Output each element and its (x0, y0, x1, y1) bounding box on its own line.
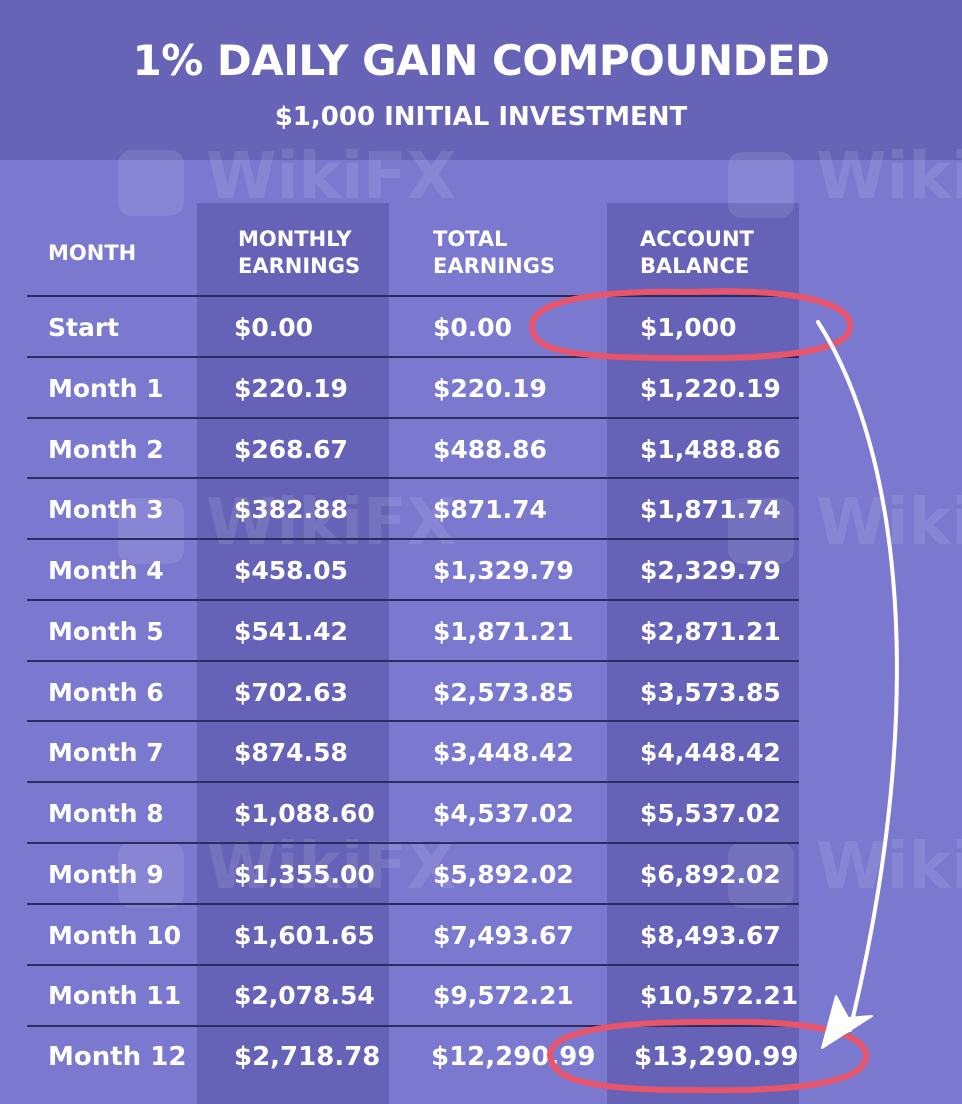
cell-month: Start (48, 313, 120, 342)
watermark-logo-icon (118, 150, 184, 216)
row-divider (27, 538, 799, 540)
column-header-month: MONTH (48, 241, 137, 265)
cell-monthly-earnings: $268.67 (234, 435, 348, 464)
cell-monthly-earnings: $1,601.65 (234, 921, 375, 950)
row-divider (27, 964, 799, 966)
row-divider (27, 842, 799, 844)
cell-total-earnings: $2,573.85 (433, 678, 574, 707)
cell-month: Month 1 (48, 374, 164, 403)
cell-total-earnings: $220.19 (433, 374, 547, 403)
cell-total-earnings: $9,572.21 (433, 981, 574, 1010)
cell-month: Month 8 (48, 799, 164, 828)
cell-month: Month 5 (48, 617, 164, 646)
cell-account-balance: $3,573.85 (640, 678, 781, 707)
cell-account-balance: $13,290.99 (634, 1042, 799, 1072)
row-divider (27, 417, 799, 419)
cell-monthly-earnings: $541.42 (234, 617, 348, 646)
cell-account-balance: $10,572.21 (640, 981, 799, 1010)
cell-monthly-earnings: $220.19 (234, 374, 348, 403)
row-divider (27, 781, 799, 783)
cell-total-earnings: $0.00 (433, 313, 513, 342)
row-divider (27, 477, 799, 479)
cell-monthly-earnings: $1,355.00 (234, 860, 375, 889)
row-divider (27, 356, 799, 358)
cell-account-balance: $4,448.42 (640, 738, 781, 767)
cell-total-earnings: $4,537.02 (433, 799, 574, 828)
cell-monthly-earnings: $0.00 (234, 313, 314, 342)
cell-account-balance: $2,871.21 (640, 617, 781, 646)
row-divider (27, 903, 799, 905)
cell-total-earnings: $3,448.42 (433, 738, 574, 767)
cell-month: Month 12 (48, 1042, 187, 1072)
title-banner: 1% DAILY GAIN COMPOUNDED $1,000 INITIAL … (0, 0, 962, 160)
highlight-circle-start-balance (528, 288, 853, 362)
watermark-logo-icon (118, 842, 184, 908)
cell-account-balance: $6,892.02 (640, 860, 781, 889)
cell-total-earnings: $5,892.02 (433, 860, 574, 889)
page-subtitle: $1,000 INITIAL INVESTMENT (274, 102, 688, 132)
cell-monthly-earnings: $382.88 (234, 495, 348, 524)
row-divider (27, 660, 799, 662)
cell-account-balance: $2,329.79 (640, 556, 781, 585)
cell-total-earnings: $1,871.21 (433, 617, 574, 646)
cell-month: Month 7 (48, 738, 164, 767)
row-divider (27, 720, 799, 722)
cell-monthly-earnings: $458.05 (234, 556, 348, 585)
row-divider (27, 295, 799, 297)
cell-account-balance: $8,493.67 (640, 921, 781, 950)
cell-monthly-earnings: $2,718.78 (234, 1042, 381, 1072)
cell-account-balance: $1,488.86 (640, 435, 781, 464)
row-divider (27, 1025, 799, 1027)
cell-account-balance: $1,871.74 (640, 495, 781, 524)
cell-total-earnings: $1,329.79 (433, 556, 574, 585)
cell-month: Month 3 (48, 495, 164, 524)
cell-total-earnings: $7,493.67 (433, 921, 574, 950)
column-header-total-earnings: TOTAL EARNINGS (433, 227, 556, 278)
cell-month: Month 4 (48, 556, 164, 585)
cell-monthly-earnings: $874.58 (234, 738, 348, 767)
cell-account-balance: $5,537.02 (640, 799, 781, 828)
column-header-monthly-earnings: MONTHLY EARNINGS (238, 227, 361, 278)
arrow-head-icon (821, 995, 873, 1049)
watermark-logo-icon (728, 152, 794, 218)
cell-account-balance: $1,000 (640, 313, 737, 342)
highlight-circle-final-balance (546, 1018, 870, 1094)
row-divider (27, 599, 799, 601)
watermark-logo-icon (728, 498, 794, 564)
cell-month: Month 10 (48, 921, 182, 950)
cell-monthly-earnings: $702.63 (234, 678, 348, 707)
monthly-earnings-column-band (197, 203, 389, 1104)
column-header-account-balance: ACCOUNT BALANCE (640, 227, 754, 278)
page-title: 1% DAILY GAIN COMPOUNDED (132, 36, 830, 85)
watermark-logo-icon (118, 498, 184, 564)
cell-monthly-earnings: $1,088.60 (234, 799, 375, 828)
cell-monthly-earnings: $2,078.54 (234, 981, 375, 1010)
cell-account-balance: $1,220.19 (640, 374, 781, 403)
cell-month: Month 6 (48, 678, 164, 707)
cell-month: Month 11 (48, 981, 182, 1010)
cell-month: Month 2 (48, 435, 164, 464)
cell-total-earnings: $488.86 (433, 435, 547, 464)
cell-month: Month 9 (48, 860, 164, 889)
cell-total-earnings: $12,290.99 (431, 1042, 596, 1072)
watermark-logo-icon (728, 842, 794, 908)
arrow-line (816, 320, 899, 1032)
cell-total-earnings: $871.74 (433, 495, 547, 524)
